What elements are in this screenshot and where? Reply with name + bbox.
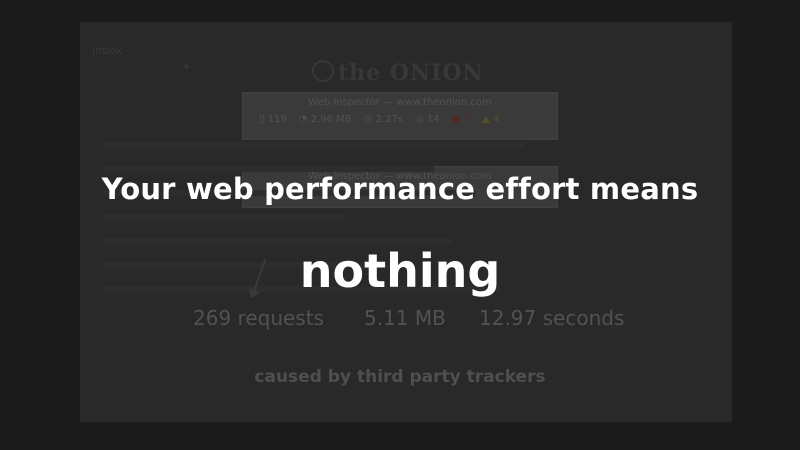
site-logo-text: the ONION <box>338 60 484 86</box>
headline: Your web performance effort means <box>101 172 699 206</box>
requests-metric: 269 requests <box>193 306 324 330</box>
size-metric: 5.11 MB <box>364 306 446 330</box>
size-value: ◔ 2.96 MB <box>298 114 352 125</box>
web-inspector-title-second: Web Inspector — www.theonion.com <box>308 171 492 182</box>
web-inspector-stats: ▯ 119 ◔ 2.96 MB ◷ 2.27s ◎ 14 ● 1 ▲ 4 <box>243 114 557 125</box>
background-browser-window: Inbox ▾ the ONION Web Inspector — www.th… <box>80 22 732 422</box>
time-metric: 12.97 seconds <box>479 306 625 330</box>
errors-count: ● 1 <box>451 114 470 125</box>
background-content <box>104 142 704 310</box>
globe-icon <box>312 60 334 82</box>
resources-count: ▯ 119 <box>259 114 287 125</box>
web-inspector-panel: Web Inspector — www.theonion.com ▯ 119 ◔… <box>242 92 558 140</box>
logs-count: ◎ 14 <box>415 114 440 125</box>
warnings-count: ▲ 4 <box>481 114 500 125</box>
background-topbar: Inbox ▾ <box>80 22 732 82</box>
chevron-down-icon: ▾ <box>184 62 190 73</box>
caption: caused by third party trackers <box>254 367 546 387</box>
background-tab-label: Inbox <box>92 44 123 57</box>
web-inspector-title: Web Inspector — www.theonion.com <box>308 97 492 108</box>
site-logo: the ONION <box>312 60 484 86</box>
time-value: ◷ 2.27s <box>363 114 404 125</box>
emphasis-word: nothing <box>299 244 501 298</box>
